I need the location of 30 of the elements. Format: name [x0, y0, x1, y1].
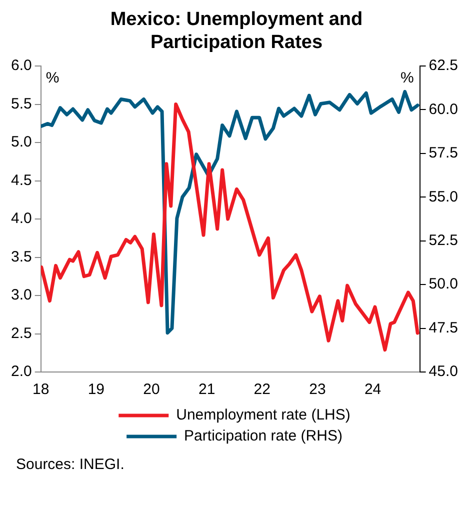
y2-tick-label: 57.5	[428, 144, 458, 162]
source-note: Sources: INEGI.	[16, 456, 126, 473]
y-tick-label: 5.5	[10, 95, 32, 112]
y-tick-label: 2.5	[10, 324, 32, 342]
y2-tick-label: 55.0	[428, 188, 458, 206]
legend-label: Participation rate (RHS)	[184, 428, 342, 445]
x-tick-label: 23	[309, 381, 326, 398]
y-tick-label: 4.0	[10, 210, 32, 228]
y2-tick-label: 50.0	[428, 276, 458, 293]
y2-axis-title: %	[400, 70, 414, 87]
x-tick-label: 20	[143, 381, 160, 398]
y-tick-label: 6.0	[10, 57, 32, 74]
y-tick-label: 3.5	[10, 248, 32, 266]
x-tick-label: 24	[364, 381, 382, 398]
y-tick-label: 4.5	[10, 172, 32, 189]
y2-tick-label: 60.0	[428, 100, 458, 118]
y2-tick-label: 62.5	[428, 57, 458, 74]
y-tick-label: 5.0	[10, 134, 32, 151]
x-tick-label: 18	[32, 381, 50, 398]
legend-label: Unemployment rate (LHS)	[176, 406, 350, 424]
y2-tick-label: 45.0	[428, 363, 458, 380]
chart-title: Mexico: Unemployment and Participation Rates	[109, 8, 364, 54]
y-tick-label: 2.0	[10, 363, 32, 380]
x-tick-label: 19	[88, 381, 105, 398]
y-tick-label: 3.0	[10, 286, 32, 304]
x-tick-label: 21	[198, 381, 216, 398]
y2-tick-label: 47.5	[428, 319, 458, 336]
y-axis-title: %	[46, 70, 60, 87]
y2-tick-label: 52.5	[428, 232, 458, 249]
x-tick-label: 22	[254, 381, 270, 398]
